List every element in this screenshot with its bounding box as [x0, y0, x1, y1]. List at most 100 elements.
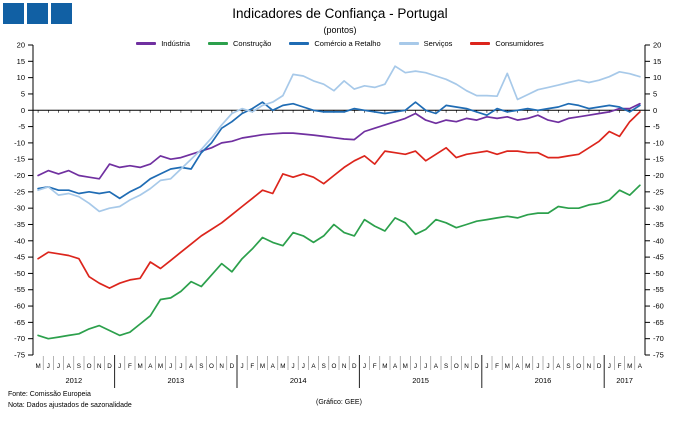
y-axis-label-left: 0 [21, 106, 25, 115]
month-label: A [148, 363, 153, 370]
y-axis-label-right: 15 [653, 57, 661, 66]
month-label: J [608, 363, 611, 370]
y-axis-label-left: -40 [14, 236, 25, 245]
chart-title: Indicadores de Confiança - Portugal [232, 6, 448, 21]
year-label: 2014 [290, 376, 307, 385]
year-label: 2013 [167, 376, 184, 385]
y-axis-label-left: 5 [21, 89, 25, 98]
y-axis-label-left: -75 [14, 351, 25, 360]
y-axis-label-left: -20 [14, 171, 25, 180]
legend-label: Comércio a Retalho [314, 39, 381, 48]
month-label: J [485, 363, 488, 370]
legend-item: Indústria [136, 39, 190, 48]
legend-label: Construção [233, 39, 272, 48]
month-label: F [128, 363, 132, 370]
month-label: J [47, 363, 50, 370]
month-label: F [495, 363, 499, 370]
legend-line-swatch [208, 42, 228, 45]
month-label: M [137, 363, 142, 370]
month-label: M [382, 363, 387, 370]
month-label: J [414, 363, 417, 370]
year-label: 2017 [616, 376, 633, 385]
month-label: A [515, 363, 520, 370]
month-label: A [189, 363, 194, 370]
month-label: N [342, 363, 347, 370]
month-label: M [627, 363, 632, 370]
y-axis-label-right: -35 [653, 220, 664, 229]
y-axis-label-left: -45 [14, 253, 25, 262]
month-label: O [331, 363, 336, 370]
month-label: A [638, 363, 643, 370]
logo [3, 3, 72, 24]
month-label: N [219, 363, 224, 370]
month-label: D [107, 363, 112, 370]
footer: Fonte: Comissão Europeia Nota: Dados aju… [8, 390, 132, 411]
series-line-construcao [37, 184, 641, 340]
month-label: S [566, 363, 570, 370]
footer-source: Fonte: Comissão Europeia [8, 391, 91, 398]
legend-label: Serviços [423, 39, 453, 48]
legend-line-swatch [289, 42, 310, 45]
month-label: F [618, 363, 622, 370]
month-label: S [199, 363, 203, 370]
legend-item: Consumidores [470, 39, 544, 48]
month-label: M [525, 363, 530, 370]
month-label: N [97, 363, 102, 370]
y-axis-label-left: 20 [17, 41, 25, 50]
y-axis-label-right: -45 [653, 253, 664, 262]
month-label: M [260, 363, 265, 370]
year-label: 2015 [412, 376, 429, 385]
month-label: J [424, 363, 427, 370]
month-label: O [209, 363, 214, 370]
month-label: M [505, 363, 510, 370]
series-line-comercio-a-retalho [37, 101, 641, 200]
month-label: J [118, 363, 121, 370]
y-axis-label-right: 10 [653, 73, 661, 82]
month-label: S [444, 363, 448, 370]
y-axis-label-left: -15 [14, 155, 25, 164]
month-label: N [587, 363, 592, 370]
month-label: J [241, 363, 244, 370]
month-label: J [547, 363, 550, 370]
logo-square [3, 3, 24, 24]
month-label: A [311, 363, 316, 370]
y-axis-label-left: -60 [14, 302, 25, 311]
month-label: D [230, 363, 235, 370]
month-label: A [67, 363, 72, 370]
month-label: A [434, 363, 439, 370]
y-axis-label-right: 20 [653, 41, 661, 50]
legend-item: Serviços [398, 39, 453, 48]
legend-label: Indústria [161, 39, 190, 48]
month-label: M [158, 363, 163, 370]
month-label: F [250, 363, 254, 370]
month-label: D [474, 363, 479, 370]
month-label: O [576, 363, 581, 370]
y-axis-label-left: -50 [14, 269, 25, 278]
y-axis-label-left: -25 [14, 187, 25, 196]
year-label: 2016 [535, 376, 552, 385]
y-axis-label-left: -30 [14, 204, 25, 213]
legend-label: Consumidores [495, 39, 544, 48]
y-axis-label-right: -5 [653, 122, 660, 131]
y-axis-label-left: -35 [14, 220, 25, 229]
logo-square [51, 3, 72, 24]
month-label: O [454, 363, 459, 370]
y-axis-label-right: -10 [653, 138, 664, 147]
legend-line-swatch [470, 42, 491, 45]
month-label: J [363, 363, 366, 370]
month-label: J [169, 363, 172, 370]
y-axis-label-left: -55 [14, 285, 25, 294]
y-axis-label-right: -30 [653, 204, 664, 213]
month-label: N [464, 363, 469, 370]
legend-item: Comércio a Retalho [289, 39, 381, 48]
y-axis-label-right: -75 [653, 351, 664, 360]
legend: Indústria Construção Comércio a Retalho Ser… [0, 39, 680, 48]
y-axis-label-right: -70 [653, 334, 664, 343]
y-axis-label-left: -5 [18, 122, 25, 131]
month-label: F [373, 363, 377, 370]
y-axis-label-right: 0 [653, 106, 657, 115]
month-label: S [77, 363, 81, 370]
footer-note: Nota: Dados ajustados de sazonalidade [8, 401, 132, 409]
month-label: J [292, 363, 295, 370]
month-label: A [393, 363, 398, 370]
